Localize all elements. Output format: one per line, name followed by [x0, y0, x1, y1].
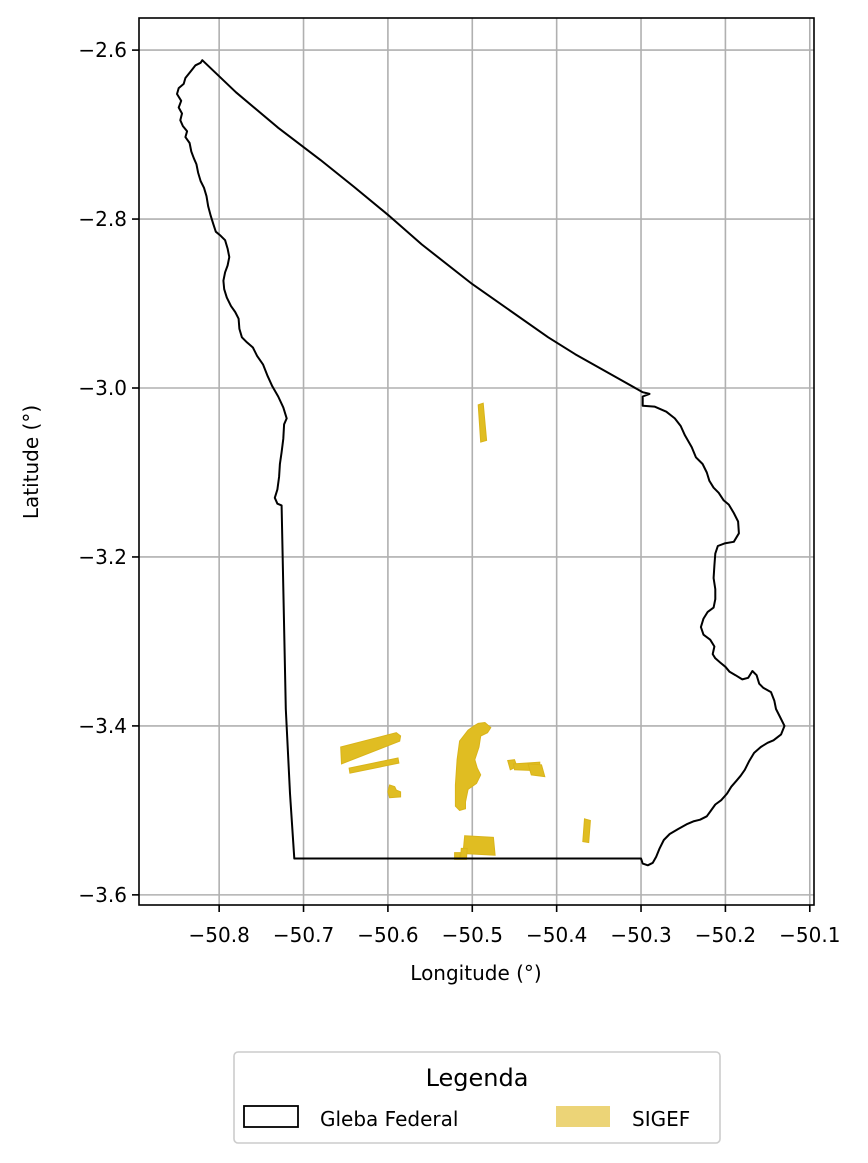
y-tick-label: −3.2	[78, 545, 127, 569]
sigef-parcel	[527, 763, 546, 778]
sigef-layer	[340, 402, 591, 860]
x-tick-label: −50.6	[357, 923, 418, 947]
y-axis-ticks: −2.6 −2.8 −3.0 −3.2 −3.4 −3.6	[78, 38, 139, 907]
legend-title: Legenda	[426, 1064, 529, 1092]
sigef-parcel	[582, 818, 591, 844]
x-tick-label: −50.4	[526, 923, 587, 947]
x-tick-label: −50.3	[610, 923, 671, 947]
x-axis-label: Longitude (°)	[410, 961, 541, 985]
y-tick-label: −3.0	[78, 376, 127, 400]
legend-swatch-sigef	[556, 1106, 610, 1127]
legend-label-gleba-federal: Gleba Federal	[320, 1107, 458, 1131]
axes-frame	[138, 17, 815, 906]
sigef-parcel	[454, 721, 492, 811]
sigef-parcel	[348, 757, 400, 774]
gleba-federal-boundary	[176, 59, 786, 867]
x-tick-label: −50.5	[442, 923, 503, 947]
sigef-parcel	[387, 784, 402, 799]
gleba-federal-layer	[176, 59, 786, 867]
sigef-parcel	[462, 835, 496, 856]
legend-swatch-gleba-federal	[243, 1105, 299, 1128]
y-tick-label: −3.6	[78, 883, 127, 907]
legend: Legenda Gleba Federal SIGEF	[233, 1051, 721, 1144]
x-tick-label: −50.2	[695, 923, 756, 947]
x-tick-label: −50.8	[189, 923, 250, 947]
x-tick-label: −50.7	[273, 923, 334, 947]
y-axis-label: Latitude (°)	[19, 405, 43, 519]
legend-label-sigef: SIGEF	[632, 1107, 690, 1131]
x-axis-ticks: −50.8 −50.7 −50.6 −50.5 −50.4 −50.3 −50.2 −50.1	[189, 905, 840, 947]
x-tick-label: −50.1	[779, 923, 840, 947]
y-tick-label: −2.6	[78, 38, 127, 62]
y-tick-label: −3.4	[78, 714, 127, 738]
y-tick-label: −2.8	[78, 207, 127, 231]
sigef-parcel	[477, 402, 488, 443]
sigef-parcel	[340, 732, 402, 765]
